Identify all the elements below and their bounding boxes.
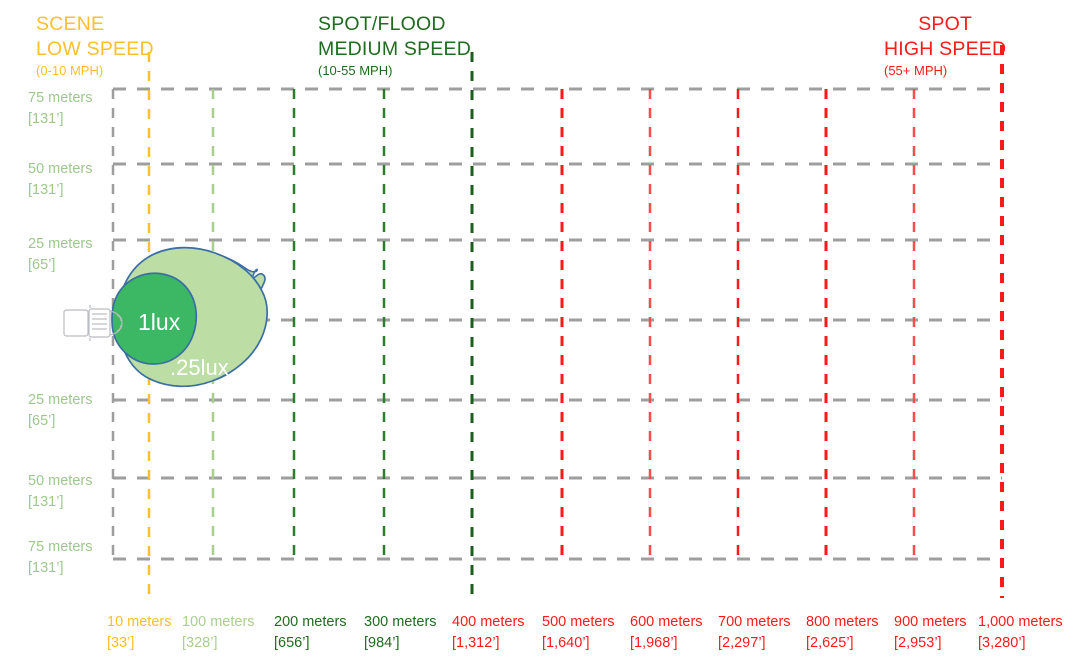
zone-title-line1: SPOT <box>918 13 973 35</box>
x-label-feet: [3,280’] <box>978 635 1026 652</box>
y-axis-label: 75 meters [131’] <box>28 537 92 579</box>
y-axis-label: 50 meters [131’] <box>28 471 92 513</box>
x-label-feet: [1,640’] <box>542 635 590 652</box>
y-label-meters: 50 meters <box>28 473 93 489</box>
x-axis-label: 600 meters [1,968’] <box>630 612 703 654</box>
x-label-feet: [1,968’] <box>630 635 678 652</box>
zone-header-spot-high-speed: SPOT HIGH SPEED (55+ MPH) <box>884 13 1007 78</box>
x-label-meters: 700 meters <box>718 614 791 630</box>
y-label-meters: 25 meters <box>28 236 93 252</box>
beam-1lux-shape <box>111 272 198 365</box>
x-label-meters: 10 meters <box>107 614 172 630</box>
x-label-feet: [2,625’] <box>806 635 854 652</box>
x-label-meters: 1,000 meters <box>978 614 1063 630</box>
pickup-truck-top-view <box>63 305 123 341</box>
zone-header-scene-low-speed: SCENE LOW SPEED (0-10 MPH) <box>36 13 154 78</box>
y-label-feet: [131’] <box>28 494 64 511</box>
x-axis-label: 10 meters [33’] <box>107 612 171 654</box>
x-label-meters: 800 meters <box>806 614 879 630</box>
x-axis-label: 400 meters [1,312’] <box>452 612 525 654</box>
y-label-feet: [65’] <box>28 257 56 274</box>
y-label-meters: 50 meters <box>28 161 93 177</box>
y-label-feet: [131’] <box>28 111 64 128</box>
x-axis-label: 700 meters [2,297’] <box>718 612 791 654</box>
y-axis-label: 75 meters [131’] <box>28 88 92 130</box>
x-axis-label: 1,000 meters [3,280’] <box>978 612 1063 654</box>
x-axis-label: 500 meters [1,640’] <box>542 612 615 654</box>
y-label-meters: 75 meters <box>28 90 93 106</box>
x-label-feet: [2,953’] <box>894 635 942 652</box>
x-label-meters: 500 meters <box>542 614 615 630</box>
x-axis-label: 200 meters [656’] <box>274 612 347 654</box>
zone-speed-range: (10-55 MPH) <box>318 63 393 78</box>
y-label-meters: 25 meters <box>28 392 93 408</box>
zone-title-line2: MEDIUM SPEED <box>318 37 472 60</box>
x-label-feet: [33’] <box>107 635 135 652</box>
y-label-feet: [131’] <box>28 182 64 199</box>
zone-header-spot-flood-medium-speed: SPOT/FLOOD MEDIUM SPEED (10-55 MPH) <box>318 13 472 78</box>
x-label-feet: [328’] <box>182 635 218 652</box>
x-label-feet: [2,297’] <box>718 635 766 652</box>
zone-speed-range: (55+ MPH) <box>884 63 948 78</box>
x-axis-label: 900 meters [2,953’] <box>894 612 967 654</box>
x-axis-label: 300 meters [984’] <box>364 612 437 654</box>
y-axis-label: 25 meters [65’] <box>28 234 92 276</box>
x-label-feet: [984’] <box>364 635 400 652</box>
x-label-feet: [1,312’] <box>452 635 500 652</box>
y-axis-label: 25 meters [65’] <box>28 390 92 432</box>
x-label-meters: 300 meters <box>364 614 437 630</box>
x-label-meters: 900 meters <box>894 614 967 630</box>
y-label-feet: [131’] <box>28 560 64 577</box>
zone-title-line1: SCENE <box>36 13 105 35</box>
zone-title-line2: HIGH SPEED <box>884 37 1007 60</box>
x-label-meters: 600 meters <box>630 614 703 630</box>
y-axis-label: 50 meters [131’] <box>28 159 92 201</box>
x-label-feet: [656’] <box>274 635 310 652</box>
zone-speed-range: (0-10 MPH) <box>36 63 104 78</box>
x-label-meters: 100 meters <box>182 614 255 630</box>
x-axis-label: 100 meters [328’] <box>182 612 255 654</box>
zone-title-line1: SPOT/FLOOD <box>318 13 446 35</box>
y-label-meters: 75 meters <box>28 539 93 555</box>
y-label-feet: [65’] <box>28 413 56 430</box>
x-label-meters: 200 meters <box>274 614 347 630</box>
zone-title-line2: LOW SPEED <box>36 37 154 60</box>
x-axis-label: 800 meters [2,625’] <box>806 612 879 654</box>
x-label-meters: 400 meters <box>452 614 525 630</box>
